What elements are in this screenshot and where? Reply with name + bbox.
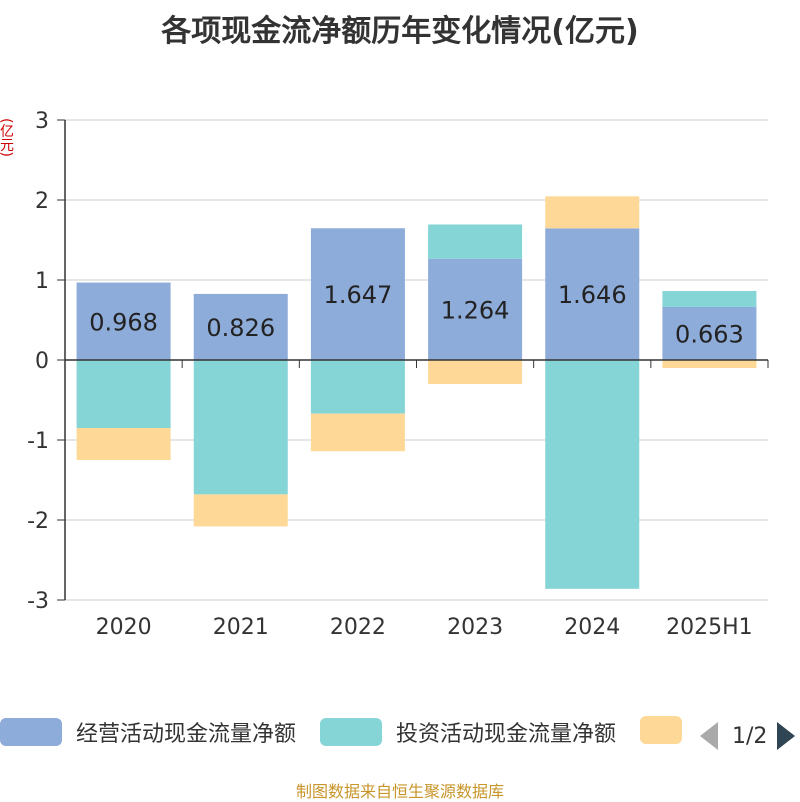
- bar-series3-2021: [193, 494, 288, 527]
- x-tick-label: 2020: [96, 615, 152, 640]
- x-tick-label: 2022: [330, 615, 386, 640]
- bar-series2-2023: [428, 224, 523, 259]
- y-tick-label: 3: [35, 109, 49, 134]
- legend-pager: 1/2: [700, 716, 796, 756]
- y-tick-label: 0: [35, 349, 49, 374]
- bar-series1-2020: [76, 282, 171, 360]
- legend-swatch-investing: [320, 718, 382, 746]
- legend-item-operating[interactable]: 经营活动现金流量净额: [0, 716, 296, 748]
- data-label: 1.264: [441, 296, 510, 324]
- bar-series3-2020: [76, 428, 171, 460]
- bar-series2-2024: [545, 360, 640, 589]
- chart-title: 各项现金流净额历年变化情况(亿元): [161, 14, 639, 49]
- bar-series3-2025H1: [662, 360, 757, 368]
- chart-legend: 经营活动现金流量净额 投资活动现金流量净额: [0, 716, 800, 756]
- data-label: 1.647: [324, 281, 393, 309]
- stacked-bar-chart: 3 2 1 0 -1 -2 -3 0.968 2020 0.826 2021 1.647 2022 1.2…: [27, 109, 769, 640]
- y-tick-label: 2: [35, 189, 49, 214]
- data-label: 0.826: [206, 314, 275, 342]
- bar-series1-2024: [545, 228, 640, 360]
- legend-label-investing: 投资活动现金流量净额: [396, 722, 617, 747]
- x-tick-label: 2023: [447, 615, 503, 640]
- bar-series1-2021: [193, 293, 288, 360]
- bar-series2-2020: [76, 360, 171, 428]
- bar-series3-2022: [310, 413, 405, 452]
- bar-series3-2024: [545, 196, 640, 229]
- bar-series2-2025H1: [662, 290, 757, 307]
- x-tick-label: 2024: [564, 615, 620, 640]
- bar-series1-2022: [310, 228, 405, 360]
- y-axis-unit-label: (亿元): [0, 118, 14, 157]
- data-source-note: 制图数据来自恒生聚源数据库: [295, 782, 504, 801]
- legend-page-indicator: 1/2: [732, 723, 768, 749]
- bar-series1-2025H1: [662, 306, 757, 360]
- data-label: 0.663: [675, 320, 744, 348]
- bar-series2-2022: [310, 360, 405, 414]
- x-tick-label: 2025H1: [666, 615, 753, 640]
- legend-label-operating: 经营活动现金流量净额: [76, 722, 297, 747]
- legend-next-arrow-icon[interactable]: [777, 722, 796, 750]
- data-label: 0.968: [89, 308, 158, 336]
- y-tick-label: -3: [27, 589, 49, 614]
- legend-swatch-operating: [0, 718, 62, 746]
- legend-swatch-financing: [640, 716, 682, 744]
- x-tick-label: 2021: [213, 615, 269, 640]
- bar-series2-2021: [193, 360, 288, 495]
- legend-prev-arrow-icon[interactable]: [700, 722, 718, 750]
- y-tick-label: -2: [27, 509, 49, 534]
- data-label: 1.646: [558, 281, 627, 309]
- legend-item-financing[interactable]: [640, 716, 682, 744]
- y-tick-label: -1: [27, 429, 49, 454]
- y-tick-label: 1: [35, 269, 49, 294]
- bar-series1-2023: [428, 258, 523, 360]
- bar-series3-2023: [428, 360, 523, 384]
- legend-item-investing[interactable]: 投资活动现金流量净额: [320, 716, 616, 748]
